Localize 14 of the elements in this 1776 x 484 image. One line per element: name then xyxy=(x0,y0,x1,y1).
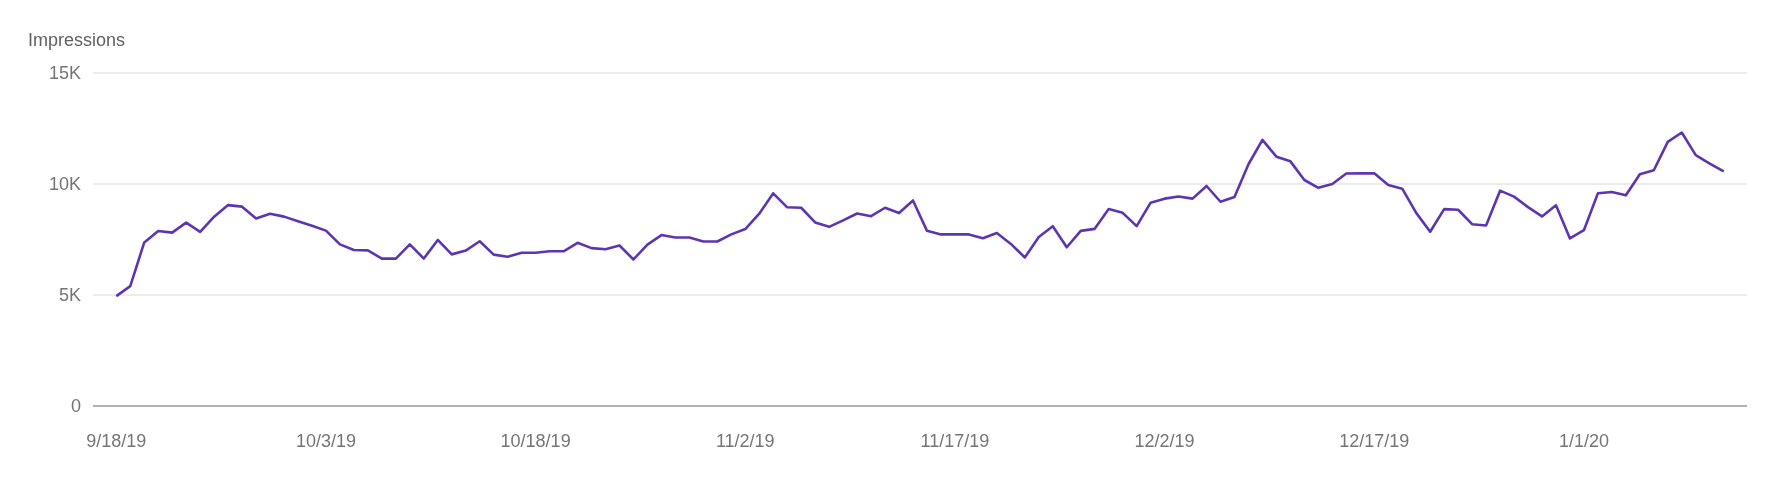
x-tick-label: 10/3/19 xyxy=(295,430,356,451)
x-tick-label: 12/17/19 xyxy=(1339,430,1410,451)
x-tick-label: 1/1/20 xyxy=(1558,430,1609,451)
line-series xyxy=(115,131,1725,298)
x-tick-label: 12/2/19 xyxy=(1134,430,1195,451)
y-tick-label: 15K xyxy=(48,63,81,84)
x-tick-label: 11/2/19 xyxy=(715,430,775,451)
y-axis-title: Impressions xyxy=(28,30,126,50)
y-tick-label: 5K xyxy=(58,285,81,306)
y-tick-label: 0 xyxy=(70,396,81,417)
y-tick-label: 10K xyxy=(48,174,81,195)
x-tick-label: 11/17/19 xyxy=(920,430,990,451)
x-tick-label: 10/18/19 xyxy=(500,430,571,451)
x-tick-label: 9/18/19 xyxy=(86,430,147,451)
